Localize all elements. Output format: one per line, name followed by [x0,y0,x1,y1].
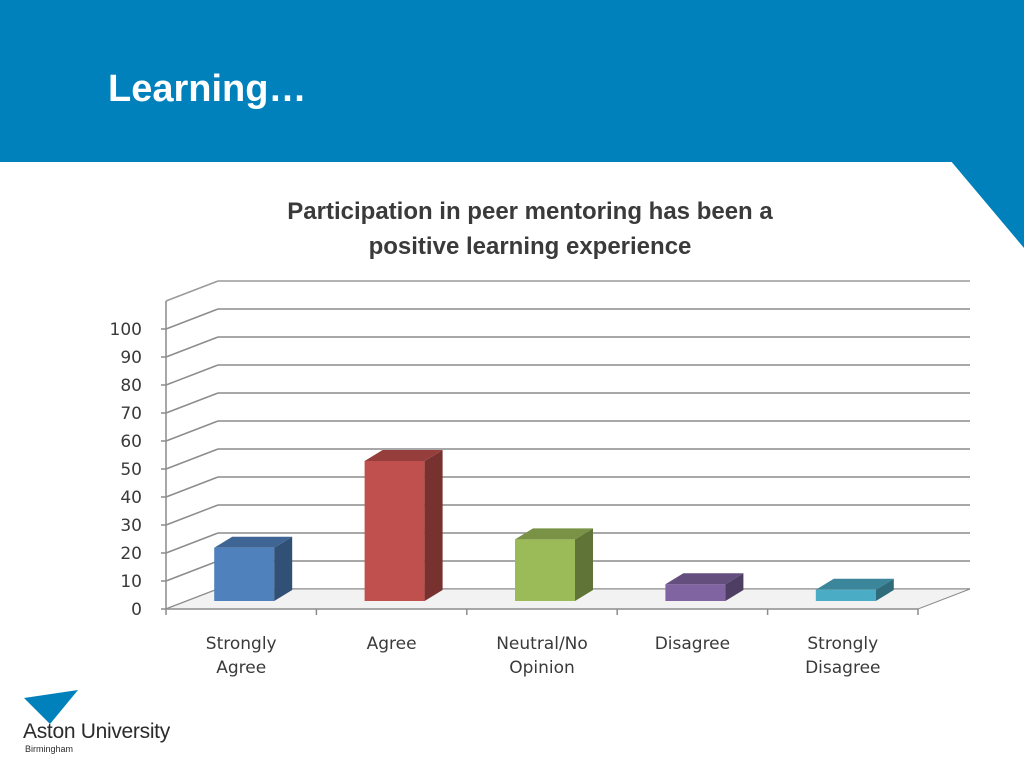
y-tick-label-80: 80 [120,376,142,396]
header-banner [0,0,1024,162]
gridline-side-40 [165,476,219,498]
y-tick-label-40: 40 [120,488,142,508]
x-category-label-2-0: Neutral/No [496,634,588,654]
x-category-label-3-0: Disagree [655,634,730,654]
gridline-side-10 [165,560,219,582]
logo-city: Birmingham [25,744,74,754]
chart-title: Participation in peer mentoring has been… [200,194,860,264]
gridline-side-70 [165,392,219,414]
triangle-icon [24,690,78,724]
y-tick-label-50: 50 [120,460,142,480]
gridline-side-20 [165,532,219,554]
side-wall-top-edge [165,280,219,302]
bar-side-3 [725,573,744,601]
bar-front-2 [515,539,575,601]
chart-title-line-2: positive learning experience [368,233,692,260]
bar-top-1 [364,450,443,461]
x-category-label-0-0: Strongly [206,634,277,654]
x-category-label-1-0: Agree [367,634,417,654]
bar-side-0 [274,536,293,601]
x-category-label-0-1: Agree [216,658,266,678]
y-tick-label-30: 30 [120,516,142,536]
gridline-side-30 [165,504,219,526]
gridline-side-60 [165,420,219,442]
bar-top-4 [815,578,894,590]
y-tick-label-100: 100 [110,320,142,340]
x-category-label-4-0: Strongly [807,634,878,654]
banner-corner-decoration [950,160,1024,248]
x-category-label-4-1: Disagree [805,658,880,678]
y-tick-label-10: 10 [120,572,142,592]
bar-top-2 [515,528,593,540]
y-tick-label-90: 90 [120,348,142,368]
aston-university-logo: Aston University Birmingham [20,690,190,760]
y-tick-label-0: 0 [131,600,142,620]
bar-front-4 [815,589,876,601]
y-tick-label-20: 20 [120,544,142,564]
bar-front-0 [214,547,275,601]
chart-title-line-1: Participation in peer mentoring has been… [287,198,773,225]
y-tick-label-60: 60 [120,432,142,452]
bar-front-1 [364,461,425,601]
bar-side-2 [575,528,593,601]
bar-side-1 [424,450,443,601]
gridline-side-80 [165,364,219,386]
bar-side-4 [875,578,894,601]
gridline-side-100 [165,308,219,330]
y-tick-label-70: 70 [120,404,142,424]
logo-name: Aston University [23,720,170,743]
bar-front-3 [665,584,726,601]
bar-top-0 [214,536,293,548]
gridline-side-90 [165,336,219,358]
x-category-label-2-1: Opinion [509,658,575,678]
gridline-side-50 [165,448,219,470]
bar-top-3 [665,573,744,585]
slide-title: Learning… [108,68,307,110]
